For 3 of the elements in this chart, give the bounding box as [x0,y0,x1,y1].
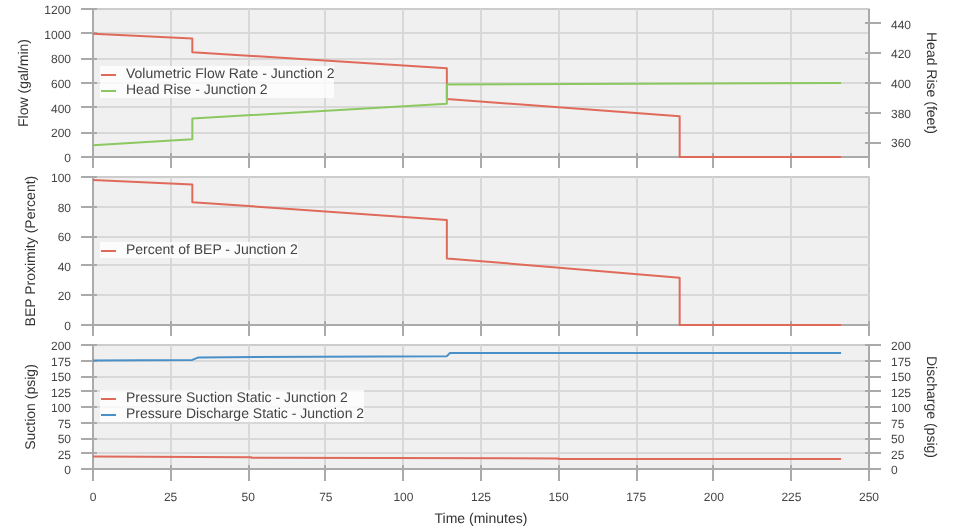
line-series [92,32,843,158]
line-series [92,82,843,147]
line-series [92,178,843,326]
